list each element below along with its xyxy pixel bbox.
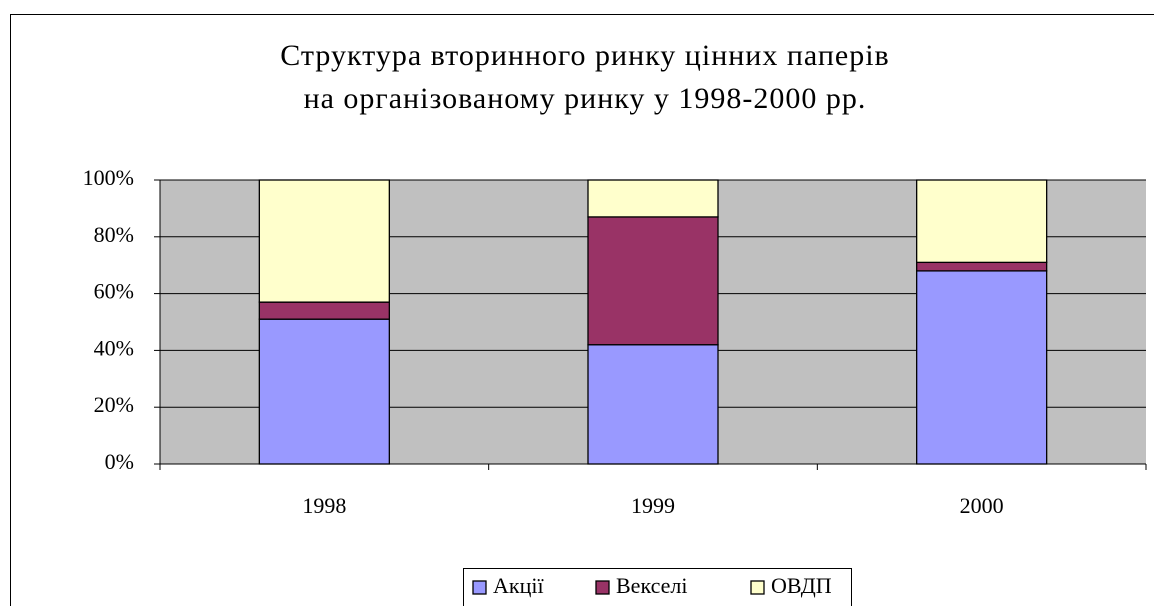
bar-segment	[916, 261, 1048, 272]
legend-label: Акції	[493, 573, 544, 598]
chart-title: Структура вторинного ринку цінних папері…	[280, 39, 889, 72]
y-tick-label: 40%	[94, 335, 134, 360]
bar-segment	[587, 344, 719, 465]
bar-segment	[587, 216, 719, 346]
bar-segment	[258, 318, 390, 465]
chart-title: на організованому ринку у 1998-2000 рр.	[304, 82, 867, 115]
y-tick-label: 80%	[94, 222, 134, 247]
legend-swatch	[750, 580, 765, 595]
x-tick-label: 2000	[960, 493, 1004, 518]
legend-label: Векселі	[616, 573, 687, 598]
bar-segment	[258, 301, 390, 320]
legend-box	[463, 568, 852, 606]
y-tick-label: 100%	[83, 165, 134, 190]
y-tick-label: 60%	[94, 279, 134, 304]
bar-segment	[587, 179, 719, 218]
legend-swatch	[472, 580, 487, 595]
y-tick-label: 0%	[105, 449, 134, 474]
x-tick-label: 1998	[302, 493, 346, 518]
bar-segment	[916, 270, 1048, 465]
legend-label: ОВДП	[771, 573, 832, 598]
x-tick-label: 1999	[631, 493, 675, 518]
bar-segment	[916, 179, 1048, 264]
legend-swatch	[595, 580, 610, 595]
bar-segment	[258, 179, 390, 303]
y-tick-label: 20%	[94, 392, 134, 417]
